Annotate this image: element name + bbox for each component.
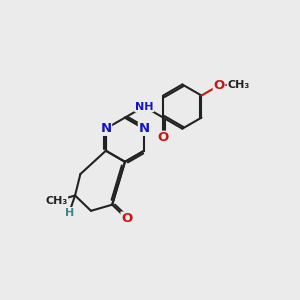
Text: CH₃: CH₃ <box>45 196 68 206</box>
Text: H: H <box>64 208 74 218</box>
Text: N: N <box>139 122 150 135</box>
Text: O: O <box>121 212 133 225</box>
Text: O: O <box>213 79 225 92</box>
Text: O: O <box>158 131 169 144</box>
Text: N: N <box>100 122 111 135</box>
Text: NH: NH <box>135 102 153 112</box>
Text: CH₃: CH₃ <box>227 80 250 90</box>
